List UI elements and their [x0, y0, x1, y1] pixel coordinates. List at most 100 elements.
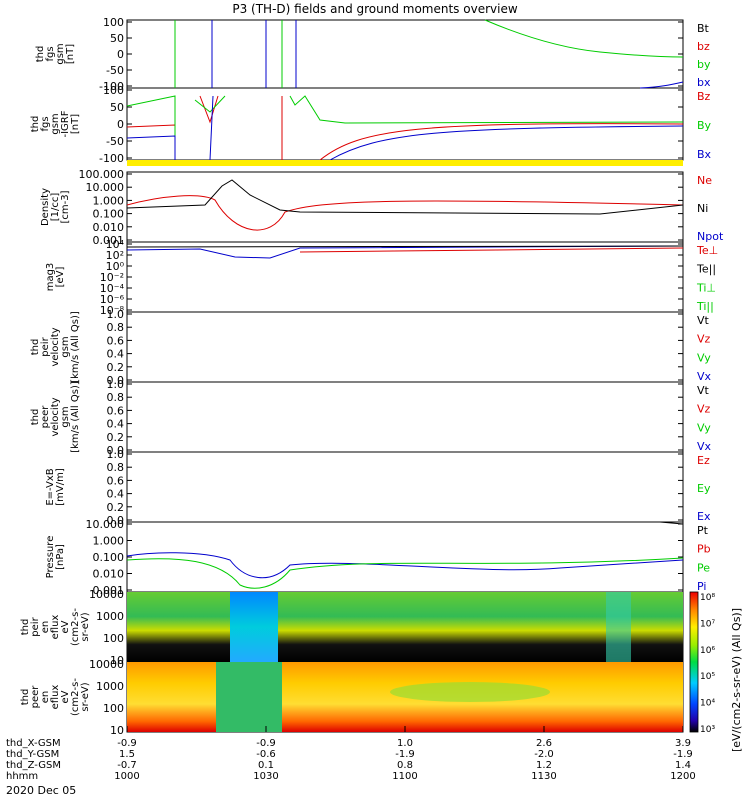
- legend-Ne: Ne: [697, 174, 712, 187]
- spectrogram-layer: [127, 592, 683, 732]
- ytick-label: 0.4: [107, 488, 125, 501]
- legend-Pt: Pt: [697, 524, 709, 537]
- ylabel-line: eflux: [50, 685, 61, 710]
- xtick-value: 1130: [531, 771, 556, 782]
- xtick-value: 1.4: [675, 760, 691, 771]
- legend-Ti⊥: Ti⊥: [696, 281, 716, 294]
- ylabel-line: velocity: [50, 327, 61, 366]
- ytick-label: 0: [117, 48, 124, 61]
- ylabel-line: thd: [30, 339, 41, 356]
- ylabel-line: thd: [20, 619, 31, 636]
- xtick-value: -0.6: [256, 749, 276, 760]
- colorbar-tick: 10⁷: [700, 619, 715, 629]
- ylabel-line: mag3: [45, 263, 56, 292]
- ylabel-line: Density: [40, 188, 51, 226]
- panel-frame-5: [126, 311, 684, 383]
- ylabel-line: (cm2-s-: [70, 608, 81, 646]
- ylabel-line: thd: [30, 116, 41, 133]
- ytick-label: 1000: [96, 680, 124, 693]
- ytick-label: 10.000: [86, 518, 125, 531]
- ylabel-line: fgs: [40, 116, 51, 131]
- legend-Vy: Vy: [697, 421, 711, 434]
- legend-Vx: Vx: [697, 370, 712, 383]
- legend-Vz: Vz: [697, 403, 711, 416]
- colorbar: [689, 591, 699, 733]
- ytick-label: -50: [106, 135, 124, 148]
- ylabel-line: peir: [30, 616, 41, 636]
- ytick-label: 0.001: [93, 584, 125, 597]
- pe-trace: [126, 557, 684, 589]
- ytick-label: 0: [117, 118, 124, 131]
- xtick-value: -1.9: [395, 749, 415, 760]
- ytick-label: 50: [110, 101, 124, 114]
- colorbar-label: [eV/(cm2-s-sr-eV) (All Qs)]: [730, 608, 743, 752]
- ytick-label: 1000: [96, 610, 124, 623]
- ytick-label: 0.2: [107, 431, 125, 444]
- ylabel-line: sr-eV): [80, 682, 91, 711]
- ytick-label: 1.0: [107, 308, 125, 321]
- colorbar-tick: 10⁶: [700, 646, 715, 656]
- xtick-value: -1.9: [673, 749, 693, 760]
- legend-Pi: Pi: [697, 580, 706, 593]
- te-perp-trace: [126, 245, 684, 259]
- ytick-label: 10: [110, 654, 124, 667]
- ytick-label: 10⁰: [106, 260, 125, 273]
- ytick-label: 100: [103, 84, 124, 97]
- ytick-label: -50: [106, 64, 124, 77]
- ytick-label: 10⁴: [106, 238, 125, 251]
- legend-Vt: Vt: [697, 384, 710, 397]
- xtick-value: 1.0: [397, 738, 413, 749]
- ytick-label: 1.0: [107, 448, 125, 461]
- panel-frame-6: [126, 381, 684, 453]
- ylabel-line: [cm-3]: [60, 190, 71, 223]
- xtick-value: -0.9: [256, 738, 276, 749]
- bx-recovery: [329, 125, 684, 161]
- ytick-label: 100: [103, 16, 124, 29]
- colorbar-tick: 10³: [700, 725, 715, 735]
- xaxis-row-label: thd_Y-GSM: [6, 749, 59, 760]
- ytick-label: 1.000: [93, 194, 125, 207]
- ylabel-line: gsm: [60, 406, 71, 427]
- ytick-label: 0.2: [107, 501, 125, 514]
- ytick-label: 0.100: [93, 208, 125, 221]
- date-label: 2020 Dec 05: [6, 784, 76, 797]
- ytick-label: 0.8: [107, 321, 125, 334]
- ylabel-line: [1/cc]: [50, 193, 61, 222]
- ytick-label: 0.001: [93, 234, 125, 247]
- xtick-value: -0.9: [117, 738, 137, 749]
- legend-Vz: Vz: [697, 333, 711, 346]
- colorbar-tick: 10⁴: [700, 699, 715, 709]
- ytick-label: 100: [103, 632, 124, 645]
- ytick-label: 0.8: [107, 461, 125, 474]
- xaxis-row-label: thd_Z-GSM: [6, 760, 61, 771]
- ytick-label: 0.0: [107, 374, 125, 387]
- ytick-label: 10⁻⁸: [100, 304, 125, 317]
- electron-cusp-band: [216, 662, 282, 732]
- panel-frame-7: [126, 451, 684, 523]
- ylabel-line: peer: [30, 685, 41, 709]
- ylabel-line: fgs: [45, 46, 56, 61]
- ytick-label: 10000: [89, 658, 124, 671]
- xtick-value: 0.8: [397, 760, 413, 771]
- by-curve: [484, 19, 684, 58]
- ylabel-line: eV: [60, 620, 71, 633]
- xtick-value: 1030: [253, 771, 278, 782]
- ytick-label: 0.010: [93, 221, 125, 234]
- ytick-label: 1.000: [93, 535, 125, 548]
- ytick-label: 0.0: [107, 514, 125, 527]
- ytick-label: 1.0: [107, 378, 125, 391]
- ylabel-line: thd: [20, 689, 31, 706]
- xaxis-row-label: hhmm: [6, 771, 38, 782]
- xtick-value: -2.0: [534, 749, 554, 760]
- ti-perp-trace: [299, 247, 684, 253]
- xtick-value: -0.7: [117, 760, 137, 771]
- figure-title: P3 (TH-D) fields and ground moments over…: [232, 2, 517, 16]
- ytick-label: 10⁻²: [100, 271, 124, 284]
- legend-Ez: Ez: [697, 454, 710, 467]
- ylabel-line: [km/s (All Qs)]: [70, 311, 81, 383]
- ylabel-line: E=-VxB: [45, 468, 56, 505]
- legend-Vy: Vy: [697, 351, 711, 364]
- legend-by: by: [697, 58, 711, 71]
- ylabel-line: en: [40, 691, 51, 704]
- bx-spikes: [265, 20, 297, 88]
